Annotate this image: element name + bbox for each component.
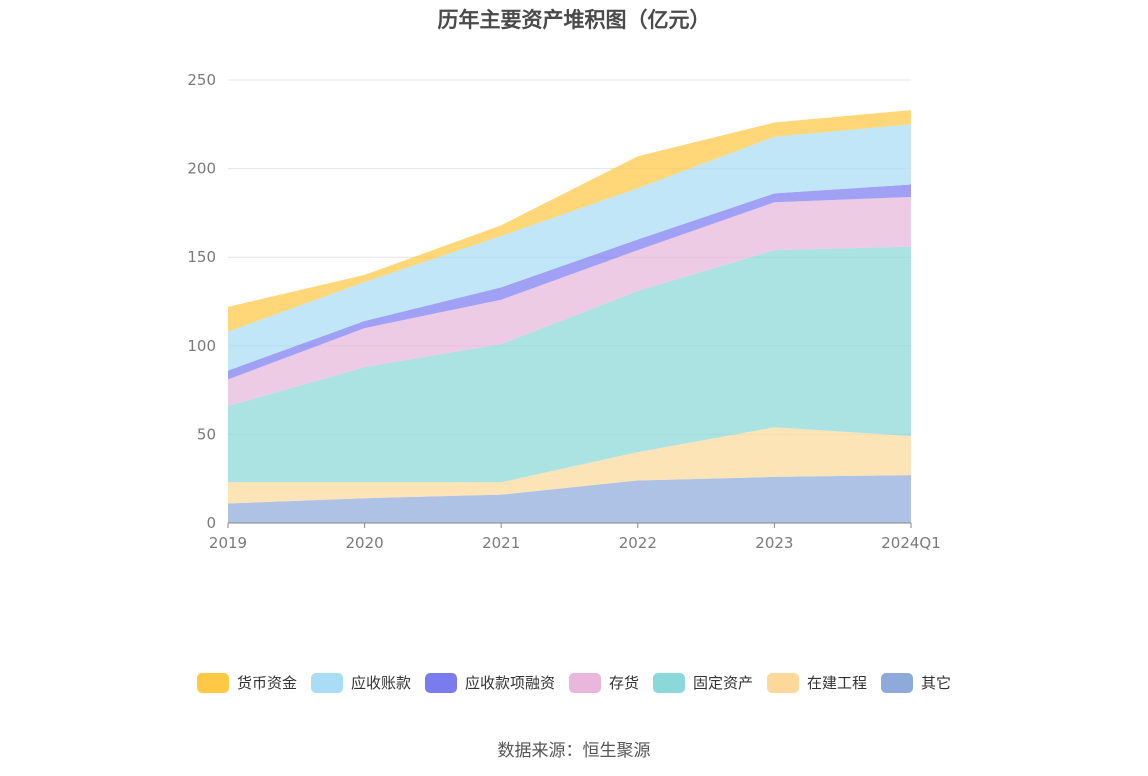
legend-item[interactable]: 货币资金	[196, 672, 297, 693]
legend-item[interactable]: 固定资产	[653, 672, 753, 693]
legend-label: 固定资产	[693, 674, 754, 692]
legend-item[interactable]: 存货	[568, 672, 639, 693]
area-series-固定资产[interactable]	[228, 246, 911, 483]
stacked-area-chart: 0 50 100 150 200 250 2019 2020 2021 2022 2023 2024Q…	[187, 71, 941, 552]
chart-legend: 货币资金 应收账款 应收款项融资 存货 固定资产 在建工程 其它	[0, 672, 1148, 693]
x-tick-label: 2023	[755, 534, 793, 552]
legend-label: 应收账款	[350, 674, 411, 692]
legend-item[interactable]: 应收账款	[310, 672, 411, 693]
legend-label: 货币资金	[236, 674, 297, 692]
data-source: 数据来源：恒生聚源	[497, 741, 651, 761]
legend-label: 应收款项融资	[464, 674, 555, 692]
legend-swatch	[767, 672, 800, 693]
y-tick-label: 50	[197, 425, 216, 443]
legend-swatch	[196, 672, 229, 693]
legend-item[interactable]: 在建工程	[767, 672, 867, 693]
legend-swatch	[424, 672, 457, 693]
chart-title: 历年主要资产堆积图（亿元）	[437, 8, 711, 32]
legend-label: 存货	[608, 674, 639, 692]
x-tick-label: 2019	[209, 534, 247, 552]
legend-swatch	[568, 672, 601, 693]
legend-swatch	[653, 672, 685, 693]
area-series-在建工程[interactable]	[228, 427, 911, 504]
area-series-其它[interactable]	[228, 475, 911, 523]
x-tick-label: 2021	[482, 534, 520, 552]
x-tick-label: 2022	[619, 534, 657, 552]
legend-label: 其它	[921, 674, 952, 692]
x-tick-label: 2020	[346, 534, 384, 552]
legend-item[interactable]: 其它	[881, 672, 951, 693]
area-series-存货[interactable]	[228, 196, 911, 407]
y-tick-label: 0	[206, 514, 216, 532]
y-tick-label: 250	[187, 71, 216, 89]
area-series-应收账款[interactable]	[228, 124, 911, 371]
legend-swatch	[881, 672, 914, 693]
x-tick-label: 2024Q1	[881, 534, 941, 552]
y-tick-label: 150	[187, 248, 216, 266]
y-tick-label: 200	[187, 160, 216, 178]
legend-swatch	[310, 672, 343, 693]
legend-label: 在建工程	[807, 674, 868, 692]
legend-item[interactable]: 应收款项融资	[424, 672, 555, 693]
y-tick-label: 100	[187, 337, 216, 355]
